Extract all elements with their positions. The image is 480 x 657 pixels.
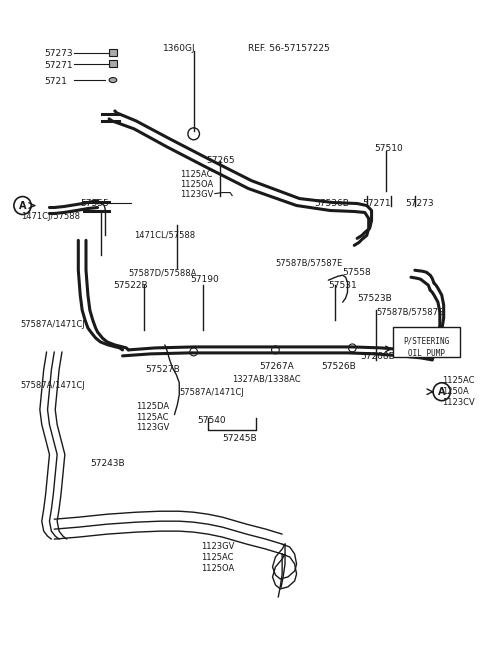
Text: 57268B: 57268B — [360, 352, 395, 361]
Text: 1360GJ: 1360GJ — [163, 44, 195, 53]
Text: 57273: 57273 — [45, 49, 73, 58]
Text: 57555: 57555 — [80, 198, 109, 208]
Bar — [109, 49, 117, 56]
Text: 57510: 57510 — [374, 144, 403, 153]
Text: 1125AC: 1125AC — [442, 376, 474, 385]
Text: 1123GV: 1123GV — [202, 542, 235, 551]
Text: 57271: 57271 — [362, 198, 391, 208]
Text: 1123GV: 1123GV — [136, 422, 169, 432]
Text: 57587A/1471CJ: 57587A/1471CJ — [21, 381, 85, 390]
FancyBboxPatch shape — [393, 327, 460, 357]
Text: 57587B/57587E: 57587B/57587E — [276, 258, 343, 267]
Text: 57531: 57531 — [328, 281, 357, 290]
Text: 57243B: 57243B — [90, 459, 124, 468]
Text: P/STEERING: P/STEERING — [403, 337, 449, 346]
Text: A: A — [438, 387, 445, 397]
Text: A: A — [19, 200, 26, 210]
Text: 1327AB/1338AC: 1327AB/1338AC — [232, 374, 301, 384]
Text: 57587B/57587E: 57587B/57587E — [376, 307, 444, 316]
Text: 57536B: 57536B — [314, 198, 349, 208]
Text: 57527B: 57527B — [145, 365, 180, 374]
Text: 1125AC: 1125AC — [202, 553, 234, 562]
Text: 1125OA: 1125OA — [180, 179, 214, 189]
Text: 57587A/1471CJ: 57587A/1471CJ — [179, 388, 244, 397]
Text: 1125DA: 1125DA — [136, 401, 169, 411]
Text: 57587D/57588A: 57587D/57588A — [128, 268, 197, 277]
Ellipse shape — [109, 78, 117, 83]
Text: 5721: 5721 — [45, 77, 68, 86]
Text: 1250A: 1250A — [442, 387, 468, 396]
Text: 57522B: 57522B — [113, 281, 147, 290]
Text: OIL PUMP: OIL PUMP — [408, 349, 445, 358]
Text: 57273: 57273 — [405, 198, 434, 208]
Text: 1471CL/57588: 1471CL/57588 — [134, 231, 195, 239]
Text: REF. 56-57157225: REF. 56-57157225 — [248, 44, 329, 53]
Text: 57265: 57265 — [206, 156, 235, 165]
Text: 57245B: 57245B — [223, 434, 257, 443]
Text: 57558: 57558 — [343, 268, 372, 277]
Text: 1125AC: 1125AC — [136, 413, 168, 422]
Bar — [109, 60, 117, 67]
Text: 57271: 57271 — [45, 61, 73, 70]
Text: 57523B: 57523B — [357, 294, 392, 303]
Text: 1123CV: 1123CV — [442, 397, 475, 407]
Text: 1471CJ/57588: 1471CJ/57588 — [21, 212, 80, 221]
Text: 1125OA: 1125OA — [202, 564, 235, 573]
Text: 57190: 57190 — [190, 275, 218, 284]
Text: 57540: 57540 — [198, 416, 226, 424]
Text: 57587A/1471CJ: 57587A/1471CJ — [21, 320, 85, 329]
Text: 1123GV: 1123GV — [180, 190, 214, 198]
Text: 57526B: 57526B — [322, 362, 356, 371]
Text: 1125AC: 1125AC — [180, 170, 213, 179]
Text: 57267A: 57267A — [259, 362, 294, 371]
